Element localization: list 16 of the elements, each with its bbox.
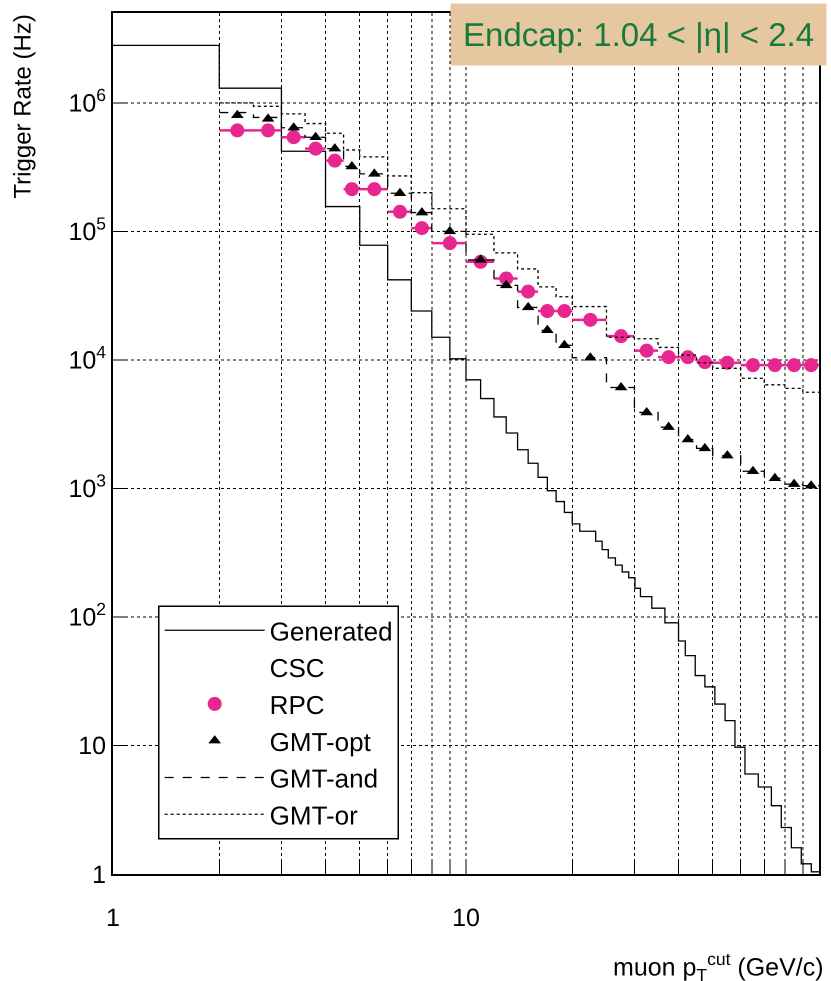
y-tick-label: 10$^{3}$ — [68, 470, 106, 504]
text: CSC — [270, 653, 325, 684]
y-tick-label: 10$^{6}$ — [68, 85, 106, 118]
legend-label: GMT-opt — [270, 726, 372, 757]
y-tick-label: 10 — [78, 732, 106, 760]
y-axis-title: Trigger Rate (Hz) — [10, 14, 37, 199]
legend-label: GMT-and — [270, 764, 378, 794]
legend-label: Generated — [270, 616, 393, 646]
y-tick-label: 10$^{4}$ — [68, 342, 106, 375]
y-tick-label: 10$^{5}$ — [68, 214, 106, 246]
y-tick-label: 1 — [92, 860, 106, 889]
x-axis-title: muon p$_{T}$$^{cut}$ (GeV/c) — [613, 949, 824, 981]
chart-title: Endcap: 1.04 < |η| < 2.4 — [463, 16, 814, 53]
legend-label: RPC — [270, 690, 325, 720]
y-tick-label: 10$^{2}$ — [68, 599, 106, 632]
legend-label: GMT-or — [270, 800, 358, 830]
